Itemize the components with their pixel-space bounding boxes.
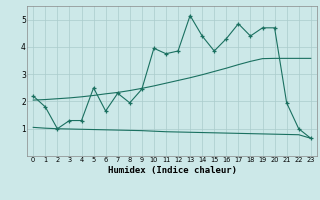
X-axis label: Humidex (Indice chaleur): Humidex (Indice chaleur) — [108, 166, 236, 175]
